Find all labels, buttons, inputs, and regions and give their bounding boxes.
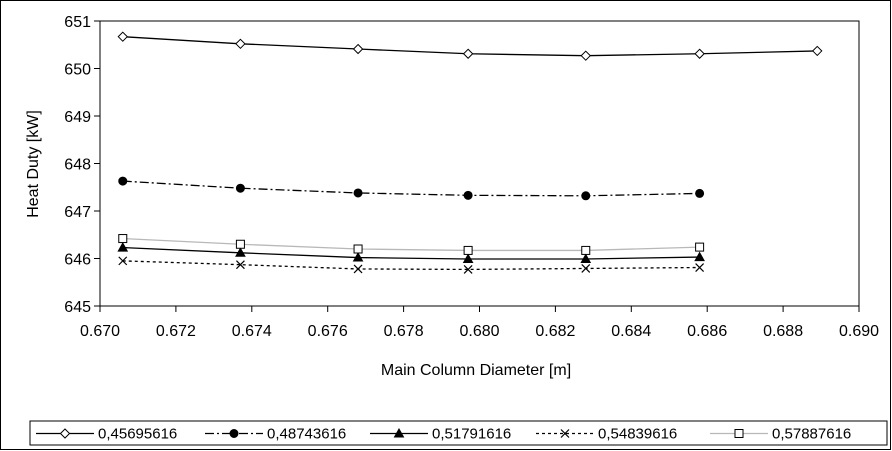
legend-label: 0,45695616 [98, 426, 177, 443]
data-point [812, 45, 823, 57]
data-point [463, 265, 473, 274]
series-3 [117, 242, 705, 263]
legend-entry-2: 0,48743616 [205, 426, 346, 443]
series-2 [118, 176, 705, 201]
data-point [118, 256, 128, 266]
y-tick-label: 646 [64, 252, 91, 269]
data-point [353, 188, 363, 198]
data-point [353, 264, 363, 274]
y-tick-label: 649 [64, 109, 91, 126]
x-tick-label: 0.676 [308, 323, 348, 340]
y-tick-label: 648 [64, 157, 91, 174]
legend-label: 0,51791616 [432, 426, 511, 443]
x-tick-label: 0.674 [232, 323, 272, 340]
series-line [122, 237, 700, 252]
data-point [353, 244, 363, 254]
data-point [462, 48, 474, 59]
x-tick-label: 0.680 [459, 323, 499, 340]
legend-label: 0,54839616 [598, 426, 677, 443]
legend-entry-5: 0,57887616 [710, 426, 851, 443]
series-4 [118, 256, 705, 274]
data-point [117, 31, 128, 42]
data-point [463, 245, 473, 255]
x-tick-label: 0.672 [156, 323, 196, 340]
data-point [235, 183, 245, 193]
y-tick-label: 645 [64, 299, 91, 316]
legend-entry-3: 0,51791616 [370, 426, 511, 443]
data-point [694, 48, 705, 59]
data-point [235, 247, 246, 257]
series-1 [117, 31, 823, 61]
legend-marker [393, 427, 405, 438]
data-point [694, 251, 705, 262]
series-5 [118, 234, 705, 255]
data-point [462, 253, 474, 263]
x-tick-label: 0.678 [384, 323, 424, 340]
legend-marker [59, 428, 71, 439]
data-point [117, 242, 129, 252]
data-point [695, 242, 705, 252]
legend-marker [734, 429, 744, 438]
legend-entry-1: 0,45695616 [36, 426, 177, 443]
legend-marker [229, 429, 239, 438]
x-axis-label: Main Column Diameter [m] [381, 362, 571, 379]
y-axis-label: Heat Duty [kW] [25, 110, 42, 218]
x-tick-label: 0.682 [535, 323, 575, 340]
plot-area: 645 646 647 648 649 650 651 0.670 0.672 0.674 0.67… [64, 14, 879, 340]
data-point [695, 263, 705, 272]
data-point [581, 264, 591, 273]
data-point [235, 260, 245, 270]
series-line [122, 260, 700, 271]
series-line [122, 180, 700, 197]
series-line [122, 246, 700, 260]
data-point [235, 239, 245, 249]
x-tick-label: 0.684 [611, 323, 651, 340]
data-point [695, 188, 705, 198]
y-tick-label: 651 [64, 14, 91, 31]
legend-entry-4: 0,54839616 [536, 426, 677, 443]
legend-label: 0,57887616 [772, 426, 851, 443]
data-point [235, 38, 246, 50]
data-point [580, 50, 591, 61]
legend-marker [560, 429, 570, 438]
x-tick-label: 0.670 [80, 323, 120, 340]
x-tick-label: 0.688 [763, 323, 803, 340]
data-point [352, 252, 364, 262]
data-point [581, 191, 591, 201]
legend: 0,45695616 0,48743616 0,51791616 0,54839616… [29, 420, 888, 446]
data-point [581, 245, 591, 255]
data-point [118, 234, 128, 244]
data-point [352, 43, 364, 55]
data-point [118, 176, 128, 186]
data-point [580, 253, 592, 263]
y-tick-label: 647 [64, 204, 91, 221]
x-tick-label: 0.686 [687, 323, 727, 340]
data-point [463, 190, 473, 200]
legend-label: 0,48743616 [267, 426, 346, 443]
x-tick-label: 0.690 [839, 323, 879, 340]
y-tick-label: 650 [64, 62, 91, 79]
